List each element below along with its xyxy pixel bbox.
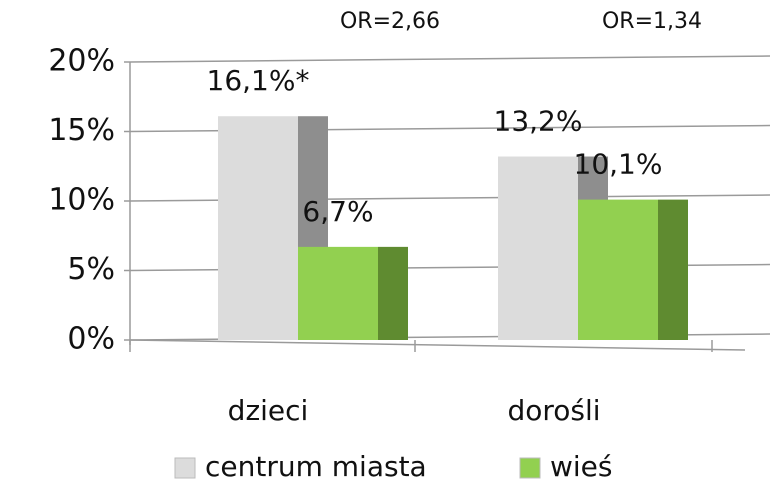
y-tick-label: 5% [67, 252, 115, 287]
annotation: OR=1,34 [602, 9, 702, 34]
y-tick-label: 20% [48, 44, 115, 79]
legend-label: wieś [550, 450, 613, 483]
x-tick-label: dorośli [507, 394, 600, 427]
grid-line [129, 55, 771, 63]
value-label: 10,1% [574, 148, 663, 181]
bar [298, 246, 378, 340]
x-axis [129, 339, 746, 351]
annotation: OR=2,66 [340, 9, 440, 34]
y-tick-label: 15% [48, 113, 115, 148]
value-label: 6,7% [302, 195, 373, 228]
y-tick-label: 0% [67, 322, 115, 357]
legend-label: centrum miasta [205, 450, 427, 483]
x-tick-label: dzieci [228, 394, 309, 427]
value-label: 13,2% [494, 105, 583, 138]
y-tick-label: 10% [48, 183, 115, 218]
bar [498, 156, 578, 340]
bar-side [378, 246, 408, 340]
legend-swatch [519, 457, 541, 479]
value-label: 16,1%* [207, 64, 310, 97]
bar [218, 116, 298, 341]
bar-side [658, 199, 688, 340]
legend-swatch [174, 457, 196, 479]
bar [578, 199, 658, 340]
